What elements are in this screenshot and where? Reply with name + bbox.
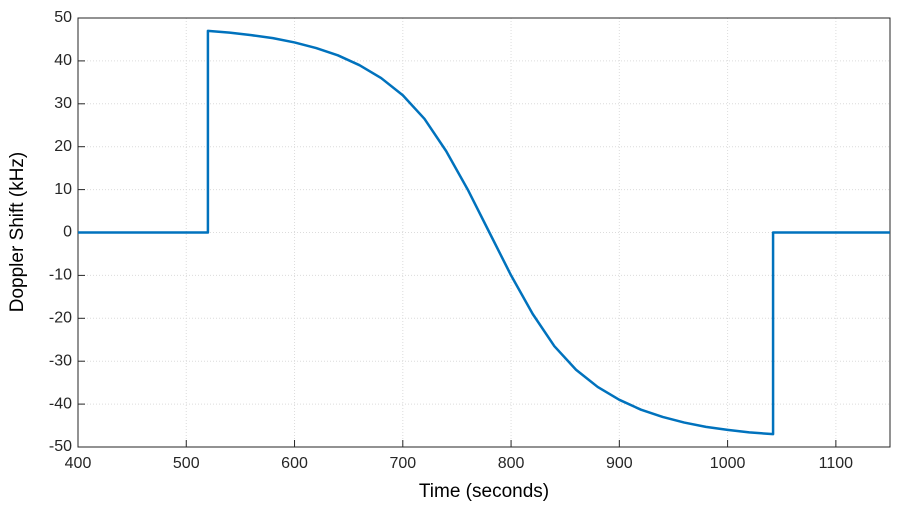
y-tick-label: -10 (49, 267, 72, 284)
x-tick-label: 500 (173, 455, 200, 472)
y-tick-label: 50 (54, 9, 72, 26)
y-tick-label: -50 (49, 438, 72, 455)
y-tick-label: 30 (54, 95, 72, 112)
y-tick-label: 40 (54, 52, 72, 69)
data-line (78, 29, 890, 436)
x-tick-label: 1100 (819, 455, 854, 472)
y-tick-label: 20 (54, 138, 72, 155)
y-tick-label: 10 (54, 181, 72, 198)
y-axis-title: Doppler Shift (kHz) (7, 152, 28, 313)
x-tick-label: 800 (498, 455, 525, 472)
x-tick-label: 700 (389, 455, 416, 472)
y-tick-label: -20 (49, 310, 72, 327)
y-tick-label: -40 (49, 395, 72, 412)
y-tick-label: -30 (49, 352, 72, 369)
x-tick-label: 900 (606, 455, 633, 472)
x-axis-title: Time (seconds) (419, 481, 549, 502)
x-tick-label: 600 (281, 455, 308, 472)
y-tick-label: 0 (63, 224, 72, 241)
x-tick-label: 400 (65, 455, 92, 472)
x-tick-label: 1000 (710, 455, 746, 472)
